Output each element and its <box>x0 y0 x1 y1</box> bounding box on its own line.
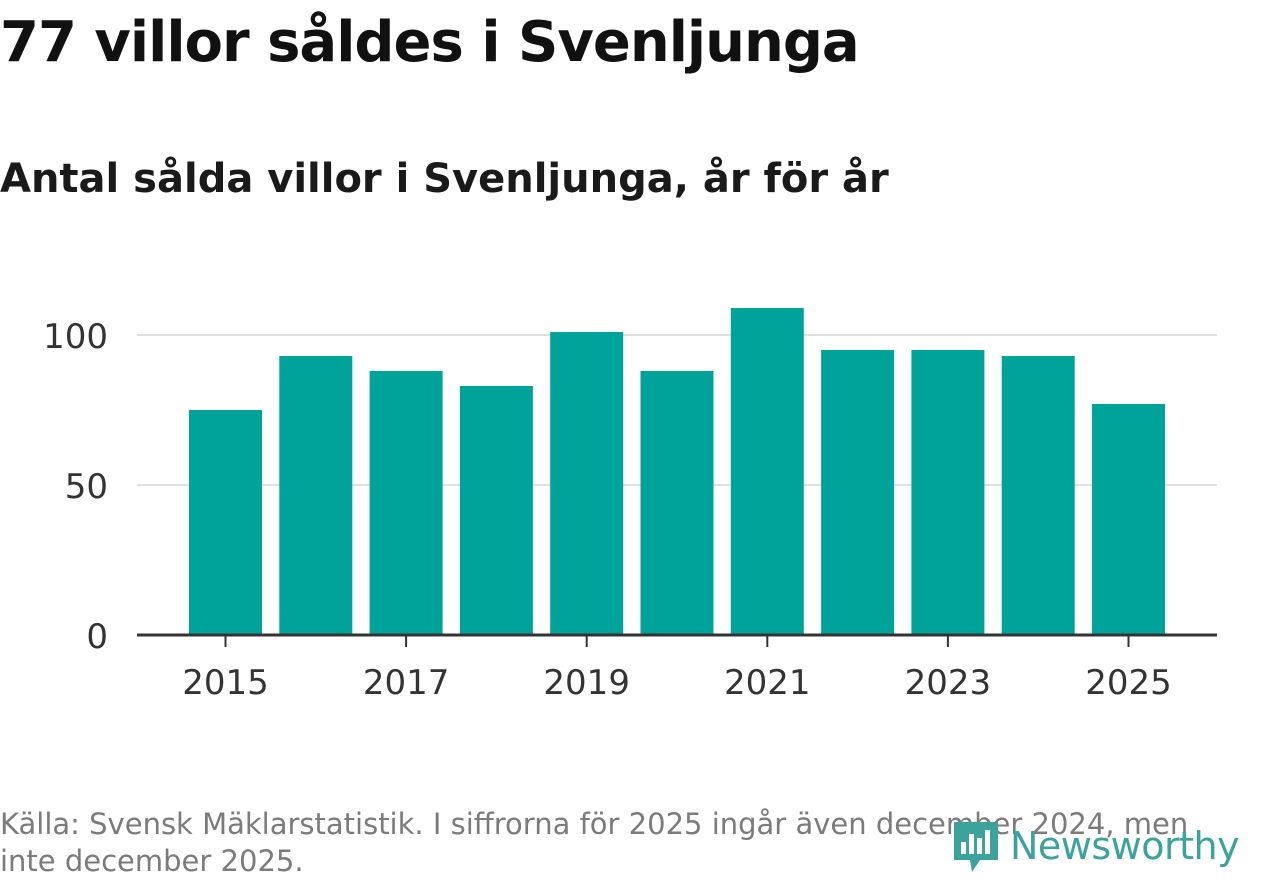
bar-2017 <box>369 371 443 635</box>
newsworthy-logo: Newsworthy <box>950 818 1240 874</box>
bar-2018 <box>459 386 533 635</box>
bar-2024 <box>1001 356 1075 635</box>
bar-2020 <box>640 371 714 635</box>
chart-subtitle: Antal sålda villor i Svenljunga, år för … <box>0 156 889 202</box>
axes: 0 50 100 2015 2017 2019 2021 2023 2025 <box>43 317 1217 703</box>
x-tick-label: 2019 <box>543 663 630 703</box>
x-tick-label: 2023 <box>905 663 992 703</box>
x-tick-label: 2021 <box>724 663 811 703</box>
logo-text: Newsworthy <box>1010 824 1240 868</box>
y-tick-label: 100 <box>43 317 108 357</box>
bar-2015 <box>189 410 262 635</box>
x-tick-label: 2025 <box>1085 663 1172 703</box>
bar-2022 <box>821 350 895 635</box>
bar-2025 <box>1092 404 1165 635</box>
bar-2016 <box>279 356 353 635</box>
bar-2019 <box>550 332 624 635</box>
bar-chart: 0 50 100 2015 2017 2019 2021 2023 2025 <box>43 308 1217 703</box>
chart-title: 77 villor såldes i Svenljunga <box>0 10 860 75</box>
bars <box>189 308 1165 635</box>
x-tick-label: 2017 <box>363 663 450 703</box>
newsworthy-bar-chart-icon <box>954 822 998 872</box>
bar-2023 <box>911 350 985 635</box>
bar-2021 <box>730 308 804 635</box>
y-tick-label: 0 <box>86 617 108 657</box>
y-tick-label: 50 <box>65 467 108 507</box>
x-tick-label: 2015 <box>182 663 269 703</box>
